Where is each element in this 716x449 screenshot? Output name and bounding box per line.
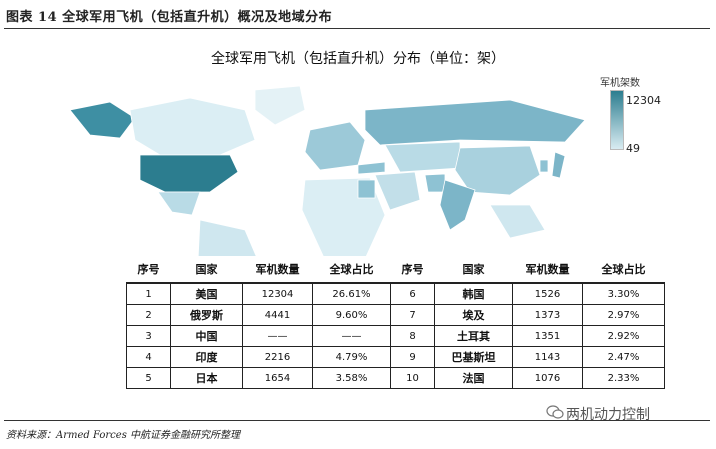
table-header-row: 序号 国家 军机数量 全球占比 序号 国家 军机数量 全球占比 [126, 256, 665, 284]
map-region-greenland [254, 85, 306, 126]
cell-share-2: 2.92% [582, 325, 665, 347]
cell-country-2: 韩国 [434, 282, 513, 305]
col-header-count-2: 军机数量 [512, 256, 583, 284]
map-region-southeast-asia [489, 204, 546, 239]
cell-count-2: 1076 [512, 367, 583, 389]
cell-country-2: 土耳其 [434, 325, 513, 347]
cell-country: 日本 [170, 367, 243, 389]
cell-country-2: 巴基斯坦 [434, 346, 513, 368]
cell-rank: 2 [126, 304, 171, 326]
col-header-rank: 序号 [126, 256, 171, 284]
cell-rank: 3 [126, 325, 171, 347]
map-region-pakistan [424, 173, 446, 193]
cell-country: 俄罗斯 [170, 304, 243, 326]
col-header-share: 全球占比 [312, 256, 391, 284]
map-region-india [439, 179, 476, 231]
map-region-europe [304, 121, 366, 171]
legend-color-scale [610, 90, 624, 150]
cell-count: 4441 [242, 304, 313, 326]
cell-rank: 1 [126, 282, 171, 305]
cell-share-2: 2.47% [582, 346, 665, 368]
cell-country: 中国 [170, 325, 243, 347]
cell-share: —— [312, 325, 391, 347]
aircraft-table: 序号 国家 军机数量 全球占比 序号 国家 军机数量 全球占比 1 美国 12304… [126, 256, 665, 389]
cell-share: 9.60% [312, 304, 391, 326]
cell-count-2: 1143 [512, 346, 583, 368]
cell-rank-2: 9 [390, 346, 435, 368]
cell-share: 3.58% [312, 367, 391, 389]
chart-title: 全球军用飞机（包括直升机）分布（单位：架） [211, 51, 505, 67]
map-region-central-asia [384, 141, 461, 173]
table-row: 1 美国 12304 26.61% 6 韩国 1526 3.30% [126, 282, 665, 305]
cell-rank-2: 7 [390, 304, 435, 326]
cell-count-2: 1351 [512, 325, 583, 347]
map-region-russia [364, 99, 586, 146]
map-region-alaska [69, 101, 136, 139]
legend-min-value: 49 [626, 142, 640, 155]
cell-country-2: 埃及 [434, 304, 513, 326]
map-region-usa [139, 154, 239, 193]
figure-caption: 图表 14 全球军用飞机（包括直升机）概况及地域分布 [6, 10, 333, 25]
cell-share: 26.61% [312, 282, 391, 305]
cell-share-2: 2.33% [582, 367, 665, 389]
cell-count: 1654 [242, 367, 313, 389]
cell-rank-2: 8 [390, 325, 435, 347]
col-header-share-2: 全球占比 [582, 256, 665, 284]
legend-max-value: 12304 [626, 94, 661, 107]
table-row: 5 日本 1654 3.58% 10 法国 1076 2.33% [126, 367, 665, 389]
cell-count: 12304 [242, 282, 313, 305]
cell-rank-2: 6 [390, 282, 435, 305]
map-region-canada [129, 97, 256, 156]
cell-count: —— [242, 325, 313, 347]
map-region-egypt [357, 179, 376, 199]
col-header-country-2: 国家 [434, 256, 513, 284]
map-region-japan [551, 151, 566, 179]
map-region-korea [539, 159, 549, 173]
cell-country: 美国 [170, 282, 243, 305]
cell-country-2: 法国 [434, 367, 513, 389]
world-map [69, 85, 586, 346]
cell-country: 印度 [170, 346, 243, 368]
cell-rank: 5 [126, 367, 171, 389]
col-header-count: 军机数量 [242, 256, 313, 284]
map-region-turkey [357, 161, 386, 175]
map-region-china [454, 145, 541, 196]
cell-share-2: 2.97% [582, 304, 665, 326]
source-note: 资料来源：Armed Forces 中航证券金融研究所整理 [6, 430, 241, 441]
legend-title: 军机架数 [600, 78, 640, 89]
cell-share-2: 3.30% [582, 282, 665, 305]
map-region-middle-east [374, 171, 421, 211]
cell-share: 4.79% [312, 346, 391, 368]
table-row: 2 俄罗斯 4441 9.60% 7 埃及 1373 2.97% [126, 304, 665, 326]
cell-rank: 4 [126, 346, 171, 368]
map-region-mexico [157, 191, 201, 216]
cell-count-2: 1373 [512, 304, 583, 326]
cell-count: 2216 [242, 346, 313, 368]
col-header-rank-2: 序号 [390, 256, 435, 284]
watermark: 两机动力控制 [566, 407, 650, 423]
table-row: 4 印度 2216 4.79% 9 巴基斯坦 1143 2.47% [126, 346, 665, 368]
col-header-country: 国家 [170, 256, 243, 284]
table-row: 3 中国 —— —— 8 土耳其 1351 2.92% [126, 325, 665, 347]
cell-rank-2: 10 [390, 367, 435, 389]
source-divider [4, 420, 710, 421]
caption-divider [4, 28, 710, 29]
cell-count-2: 1526 [512, 282, 583, 305]
wechat-icon [546, 405, 564, 419]
